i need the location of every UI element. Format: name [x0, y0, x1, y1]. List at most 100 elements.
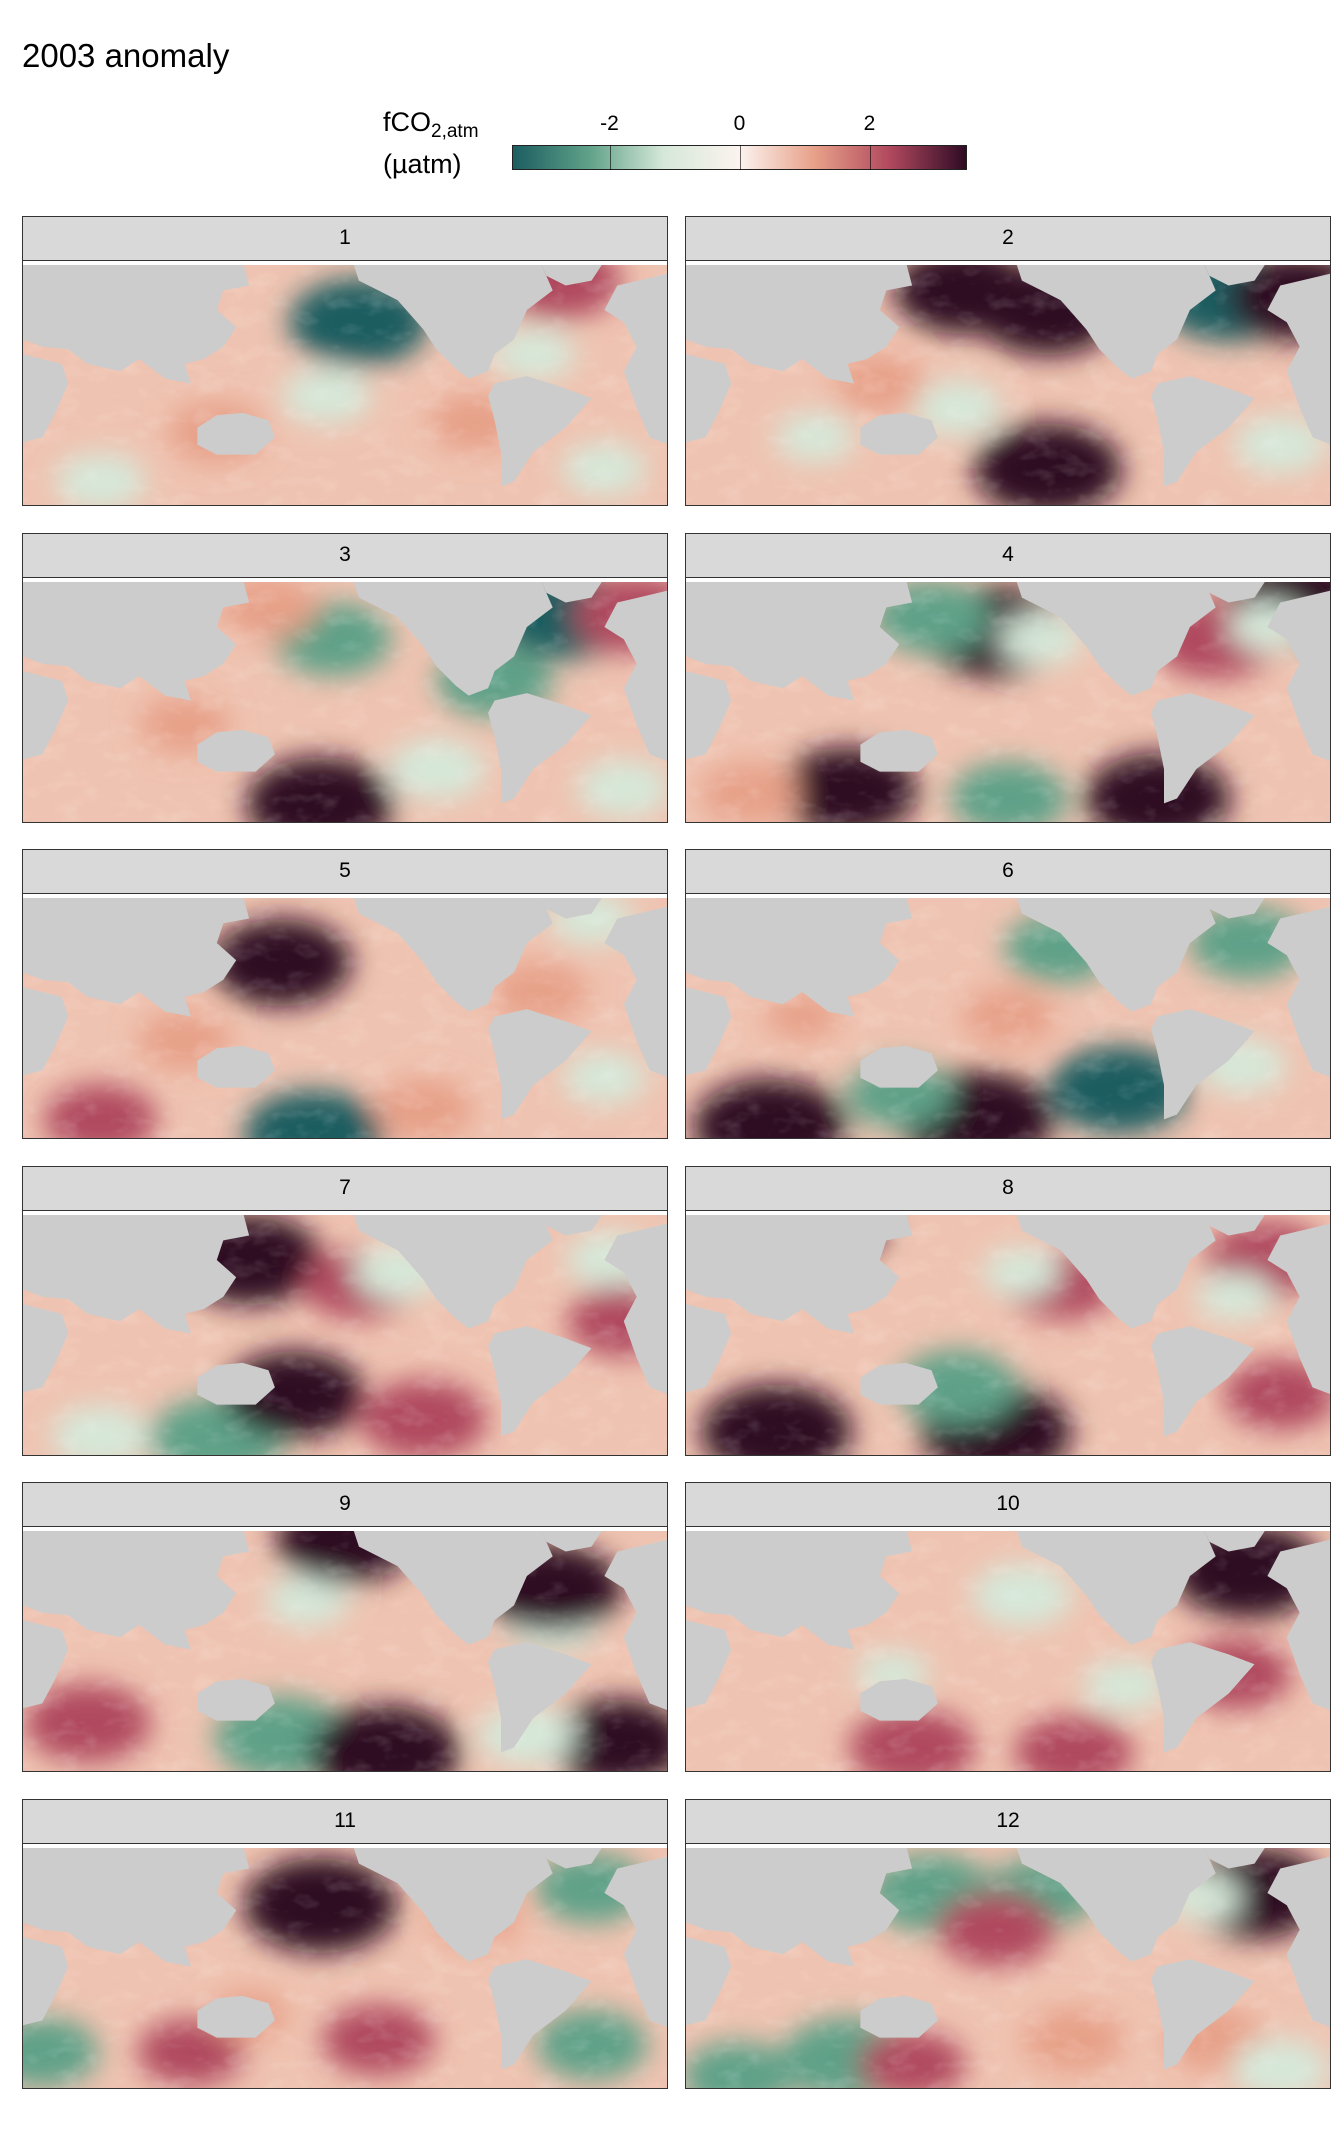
- land-mask: [197, 729, 275, 772]
- land-mask: [860, 1045, 938, 1088]
- no-data-band: [686, 578, 1330, 582]
- colorbar-tick-label: 0: [733, 112, 746, 135]
- land-mask: [1015, 261, 1216, 379]
- land-mask: [860, 1995, 938, 2038]
- map-area: [22, 894, 668, 1139]
- land-mask: [1015, 894, 1216, 1012]
- land-mask: [23, 1620, 69, 1709]
- land-mask: [860, 412, 938, 455]
- panel-label: 9: [339, 1492, 351, 1515]
- land-mask: [1202, 1844, 1268, 1869]
- map-panel-11: 11: [22, 1799, 668, 2089]
- land-mask: [488, 1642, 592, 1753]
- land-mask: [539, 578, 605, 603]
- no-data-band: [23, 261, 667, 265]
- land-mask: [1015, 1211, 1216, 1329]
- land-mask: [1202, 578, 1268, 603]
- no-data-band: [23, 1211, 667, 1215]
- panel-label: 5: [339, 859, 351, 882]
- map-panel-7: 7: [22, 1166, 668, 1456]
- anomaly-map: [23, 1211, 667, 1455]
- land-mask: [686, 1620, 732, 1709]
- no-data-band: [23, 1527, 667, 1531]
- land-mask: [1015, 578, 1216, 696]
- land-mask: [1267, 1539, 1330, 1711]
- panel-strip: 8: [685, 1166, 1331, 1211]
- anomaly-map: [23, 1844, 667, 2088]
- anomaly-map: [23, 1527, 667, 1771]
- land-mask: [860, 1362, 938, 1405]
- anomaly-map: [686, 1211, 1330, 1455]
- land-mask: [860, 1678, 938, 1721]
- legend-title-main: fCO: [383, 107, 432, 137]
- land-mask: [1202, 261, 1268, 286]
- land-mask: [539, 261, 605, 286]
- map-area: [685, 1844, 1331, 2089]
- land-mask: [1267, 590, 1330, 762]
- panel-label: 7: [339, 1176, 351, 1199]
- land-mask: [488, 376, 592, 487]
- anomaly-map: [23, 261, 667, 505]
- land-mask: [488, 1009, 592, 1120]
- land-mask: [1151, 1009, 1255, 1120]
- land-mask: [197, 412, 275, 455]
- land-mask: [686, 894, 913, 1017]
- anomaly-map: [686, 578, 1330, 822]
- land-mask: [686, 578, 913, 701]
- land-mask: [1267, 273, 1330, 445]
- land-mask: [23, 1211, 250, 1334]
- figure-title: 2003 anomaly: [22, 37, 230, 74]
- colorbar-tick: [869, 145, 871, 170]
- panel-strip: 3: [22, 533, 668, 578]
- panel-strip: 10: [685, 1482, 1331, 1527]
- land-mask: [1267, 1223, 1330, 1395]
- land-mask: [604, 1856, 667, 2028]
- panel-strip: 1: [22, 216, 668, 261]
- map-panel-3: 3: [22, 533, 668, 823]
- land-mask: [604, 906, 667, 1078]
- land-mask: [23, 671, 69, 760]
- colorbar-tick: [739, 145, 741, 170]
- land-mask: [1202, 1527, 1268, 1552]
- map-panel-10: 10: [685, 1482, 1331, 1772]
- anomaly-map: [686, 1527, 1330, 1771]
- map-area: [685, 1211, 1331, 1456]
- anomaly-map: [686, 1844, 1330, 2088]
- map-panel-9: 9: [22, 1482, 668, 1772]
- no-data-band: [686, 1211, 1330, 1215]
- land-mask: [352, 894, 553, 1012]
- anomaly-map: [23, 578, 667, 822]
- land-mask: [488, 1326, 592, 1437]
- map-area: [22, 578, 668, 823]
- land-mask: [197, 1678, 275, 1721]
- no-data-band: [23, 578, 667, 582]
- land-mask: [539, 894, 605, 919]
- map-panel-6: 6: [685, 849, 1331, 1139]
- map-area: [685, 578, 1331, 823]
- land-mask: [686, 671, 732, 760]
- land-mask: [23, 261, 250, 384]
- land-mask: [604, 273, 667, 445]
- land-mask: [686, 261, 913, 384]
- panel-strip: 7: [22, 1166, 668, 1211]
- no-data-band: [686, 1844, 1330, 1848]
- land-mask: [539, 1211, 605, 1236]
- panel-label: 12: [996, 1809, 1020, 1832]
- panel-strip: 12: [685, 1799, 1331, 1844]
- map-area: [22, 1211, 668, 1456]
- land-mask: [686, 1304, 732, 1393]
- panel-strip: 9: [22, 1482, 668, 1527]
- land-mask: [686, 1211, 913, 1334]
- no-data-band: [686, 1527, 1330, 1531]
- map-panel-8: 8: [685, 1166, 1331, 1456]
- land-mask: [23, 894, 250, 1017]
- map-panel-5: 5: [22, 849, 668, 1139]
- land-mask: [1151, 693, 1255, 804]
- land-mask: [23, 354, 69, 443]
- panel-label: 10: [996, 1492, 1020, 1515]
- land-mask: [686, 354, 732, 443]
- land-mask: [539, 1527, 605, 1552]
- land-mask: [23, 1844, 250, 1967]
- map-area: [685, 894, 1331, 1139]
- panel-label: 11: [334, 1809, 356, 1832]
